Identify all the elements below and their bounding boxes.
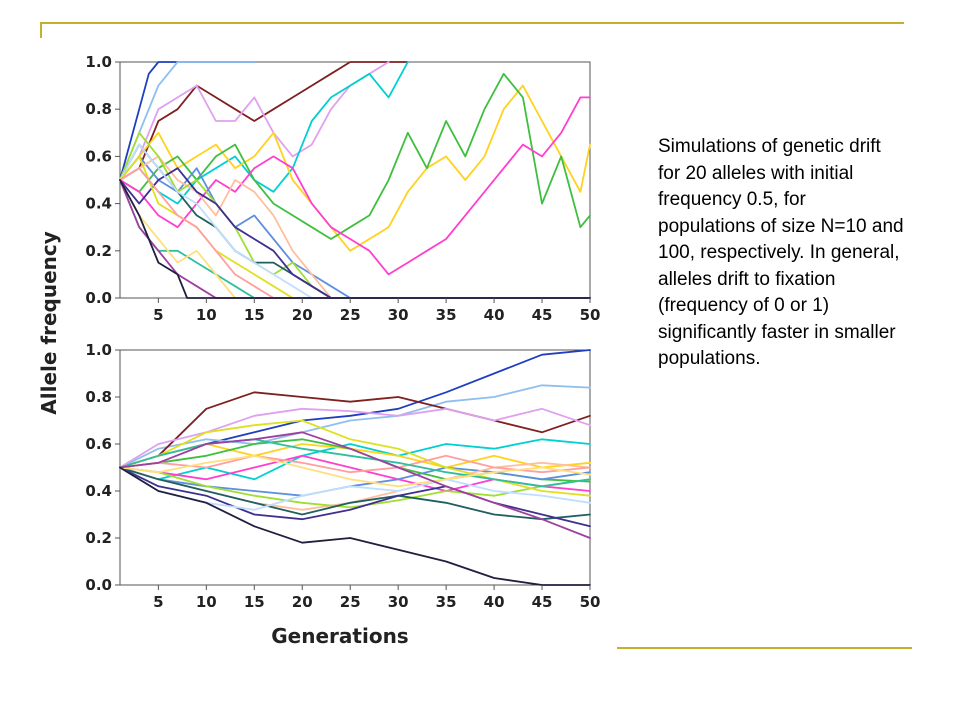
y-tick-label-bottom-2: 0.4 [85, 482, 112, 500]
series-line-bottom-17 [119, 438, 591, 488]
series-line-top-8 [119, 96, 591, 276]
x-tick-label-bottom-5: 30 [388, 593, 409, 611]
x-tick-label-bottom-7: 40 [484, 593, 505, 611]
y-axis-title: Allele frequency [37, 231, 61, 415]
y-tick-label-bottom-1: 0.2 [85, 529, 112, 547]
series-line-bottom-2 [119, 384, 591, 469]
y-tick-label-bottom-4: 0.8 [85, 388, 112, 406]
series-line-bottom-5 [119, 438, 591, 481]
x-tick-label-top-5: 30 [388, 306, 409, 324]
series-line-bottom-15 [119, 419, 591, 497]
y-tick-label-top-3: 0.6 [85, 147, 112, 165]
x-tick-label-bottom-8: 45 [532, 593, 553, 611]
x-tick-label-top-7: 40 [484, 306, 505, 324]
x-tick-label-top-2: 15 [244, 306, 265, 324]
series-line-bottom-3 [119, 391, 591, 469]
series-line-top-14 [119, 143, 591, 299]
chart-panel-bottom: 0.0 0.2 0.4 0.6 0.8 1.0 5 10 15 20 25 30 35 40 45 50 [85, 341, 600, 611]
y-tick-label-top-1: 0.2 [85, 242, 112, 260]
x-tick-label-bottom-4: 25 [340, 593, 361, 611]
x-tick-label-top-1: 10 [196, 306, 217, 324]
figure-caption: Simulations of genetic drift for 20 alle… [658, 136, 904, 369]
series-line-bottom-13 [119, 466, 591, 528]
series-line-bottom-12 [119, 466, 591, 521]
slide-accent-top-tick [40, 22, 42, 38]
slide-accent-bottom-line [617, 647, 912, 649]
x-tick-label-bottom-9: 50 [580, 593, 601, 611]
series-line-bottom-20 [119, 466, 591, 586]
x-tick-label-top-6: 35 [436, 306, 457, 324]
y-tick-label-top-5: 1.0 [85, 53, 112, 71]
y-tick-label-bottom-3: 0.6 [85, 435, 112, 453]
x-tick-label-bottom-3: 20 [292, 593, 313, 611]
chart-panel-top: 0.0 0.2 0.4 0.6 0.8 1.0 5 10 15 20 25 30 35 40 45 50 [85, 53, 600, 324]
y-tick-label-bottom-5: 1.0 [85, 341, 112, 359]
x-tick-label-top-4: 25 [340, 306, 361, 324]
series-line-top-16 [119, 167, 591, 299]
series-line-top-7 [119, 72, 591, 240]
series-line-top-4 [119, 61, 390, 181]
slide-accent-top-line [40, 22, 904, 24]
x-tick-label-bottom-0: 5 [153, 593, 163, 611]
x-axis-title: Generations [271, 624, 408, 648]
series-line-bottom-4 [119, 407, 591, 469]
x-tick-label-top-8: 45 [532, 306, 553, 324]
plot-area-top [119, 61, 591, 299]
y-tick-label-top-2: 0.4 [85, 195, 112, 213]
series-group-bottom [119, 349, 591, 586]
y-tick-label-top-4: 0.8 [85, 100, 112, 118]
x-tick-label-bottom-1: 10 [196, 593, 217, 611]
series-line-top-9 [119, 155, 591, 299]
y-tick-label-bottom-0: 0.0 [85, 576, 112, 594]
x-tick-label-bottom-2: 15 [244, 593, 265, 611]
x-tick-label-top-3: 20 [292, 306, 313, 324]
series-line-top-10 [119, 155, 591, 299]
series-line-top-13 [119, 167, 591, 299]
x-tick-label-top-0: 5 [153, 306, 163, 324]
y-tick-label-top-0: 0.0 [85, 289, 112, 307]
series-line-bottom-18 [119, 454, 591, 488]
series-line-bottom-19 [119, 431, 591, 539]
plot-area-bottom [119, 349, 591, 586]
x-tick-label-top-9: 50 [580, 306, 601, 324]
series-line-top-5 [119, 61, 409, 205]
series-group-top [119, 61, 591, 299]
x-tick-label-bottom-6: 35 [436, 593, 457, 611]
series-line-top-18 [119, 179, 591, 299]
